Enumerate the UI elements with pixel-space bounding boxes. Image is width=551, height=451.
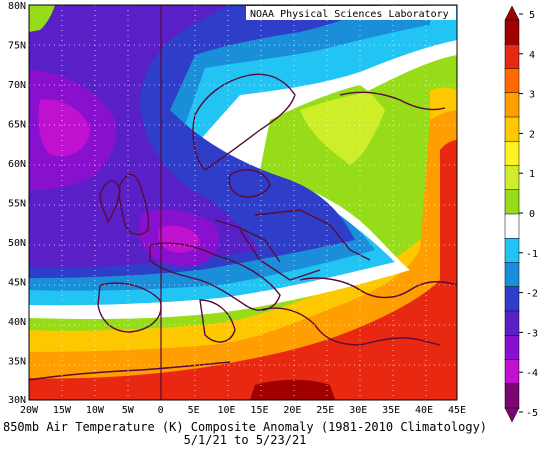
anomaly-band-green-nw: [29, 5, 55, 32]
colorbar-swatch: [504, 262, 520, 288]
colorbar-label: 1: [529, 169, 535, 180]
colorbar-swatch: [504, 383, 520, 409]
latitude-tick-label: 75N: [8, 41, 26, 52]
colorbar-swatch: [504, 116, 520, 142]
longitude-tick-label: 35E: [382, 405, 400, 416]
colorbar-swatch: [504, 238, 520, 264]
latitude-tick-label: 40N: [8, 317, 26, 328]
longitude-tick-label: 5E: [188, 405, 200, 416]
longitude-tick-label: 20E: [283, 405, 301, 416]
anomaly-band-orange: [29, 110, 457, 400]
longitude-tick-label: 10E: [218, 405, 236, 416]
longitude-tick-label: 15E: [250, 405, 268, 416]
longitude-tick-label: 15W: [53, 405, 72, 416]
latitude-tick-label: 60N: [8, 159, 26, 170]
colorbar-label: -2: [526, 289, 538, 300]
anomaly-band-indigo: [29, 5, 260, 268]
latitude-tick-label: 45N: [8, 278, 26, 289]
anomaly-band-darkred: [250, 379, 335, 400]
colorbar-swatch: [504, 335, 520, 361]
anomaly-band-red: [29, 140, 457, 400]
credit-box: [246, 6, 456, 20]
colorbar-swatch: [504, 19, 520, 45]
latitude-tick-label: 35N: [8, 357, 26, 368]
anomaly-band-magenta: [38, 99, 90, 157]
longitude-tick-label: 25E: [316, 405, 334, 416]
colorbar-swatch: [504, 141, 520, 167]
colorbar-swatch: [504, 359, 520, 385]
coastlines: [29, 73, 457, 381]
latitude-tick-label: 30N: [8, 395, 26, 406]
colorbar-label: -4: [526, 368, 538, 379]
graticule: [29, 5, 457, 400]
latitude-tick-label: 70N: [8, 80, 26, 91]
longitude-labels: 20W 15W 10W 5W 0 5E 10E 15E 20E 25E 30E 35E 40E 45E: [20, 405, 466, 416]
latitude-tick-label: 65N: [8, 120, 26, 131]
colorbar-label: 5: [529, 10, 535, 21]
map-panel: [29, 5, 457, 400]
longitude-tick-label: 10W: [86, 405, 105, 416]
colorbar-swatch: [504, 310, 520, 336]
colorbar-label: 2: [529, 129, 535, 140]
caption-title: 850mb Air Temperature (K) Composite Anom…: [2, 420, 488, 434]
caption-dates: 5/1/21 to 5/23/21: [183, 433, 307, 447]
anomaly-band-lime-russia: [300, 92, 385, 165]
latitude-labels: 80N 75N 70N 65N 60N 55N 50N 45N 40N 35N 30N: [8, 1, 26, 406]
colorbar-swatch: [504, 68, 520, 94]
map-frame: [28, 4, 458, 401]
latitude-tick-label: 50N: [8, 238, 26, 249]
longitude-tick-label: 0: [158, 405, 164, 416]
colorbar-label: -1: [526, 249, 538, 260]
colorbar-label: -5: [526, 408, 538, 419]
colorbar-swatch: [504, 189, 520, 215]
colorbar-top-arrow: [504, 5, 520, 21]
colorbar-label: 3: [529, 90, 535, 101]
credit-text: NOAA Physical Sciences Laboratory: [250, 9, 449, 20]
colorbar-swatch: [504, 44, 520, 70]
colorbar-bottom-arrow: [504, 407, 520, 423]
colorbar-swatch: [504, 92, 520, 118]
colorbar-swatch: [504, 213, 520, 239]
longitude-tick-label: 45E: [448, 405, 466, 416]
colorbar-swatch: [504, 165, 520, 191]
colorbar: 5 4 3 2 1 0 -1 -2 -3 -4 -5: [504, 5, 538, 423]
longitude-tick-label: 30E: [349, 405, 367, 416]
longitude-tick-label: 20W: [20, 405, 39, 416]
colorbar-label: -3: [526, 328, 538, 339]
longitude-tick-label: 5W: [122, 405, 135, 416]
colorbar-swatch: [504, 286, 520, 312]
longitude-tick-label: 40E: [415, 405, 433, 416]
latitude-tick-label: 55N: [8, 199, 26, 210]
latitude-tick-label: 80N: [8, 1, 26, 12]
colorbar-label: 4: [529, 50, 535, 61]
colorbar-label: 0: [529, 209, 535, 220]
